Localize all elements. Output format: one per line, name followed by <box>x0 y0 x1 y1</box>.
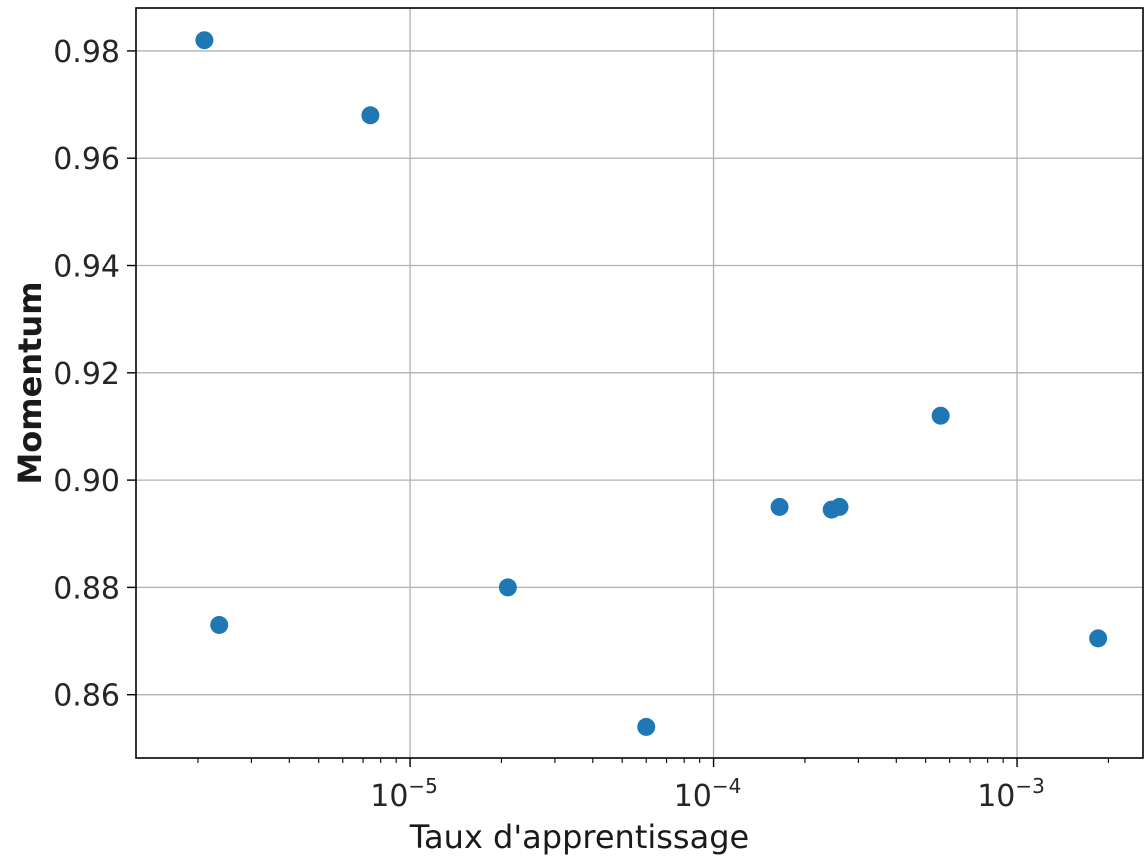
x-axis-label: Taux d'apprentissage <box>409 818 749 856</box>
x-tick-label: 10−3 <box>977 774 1045 814</box>
y-tick-label: 0.86 <box>53 679 120 714</box>
y-axis-label: Momentum <box>11 281 49 484</box>
x-tick-label: 10−4 <box>674 774 742 814</box>
data-point <box>637 717 656 736</box>
data-point <box>1089 629 1108 648</box>
y-tick-label: 0.92 <box>53 357 120 392</box>
y-tick-label: 0.94 <box>53 250 120 285</box>
data-point <box>830 497 849 516</box>
y-tick-label: 0.90 <box>53 464 120 499</box>
grid <box>136 8 1143 758</box>
axis-ticks: 10−5 10−4 10−3 0.86 0.88 0.90 0.92 0.94 0.96 0.98 <box>53 35 1109 814</box>
data-point <box>498 578 517 597</box>
y-tick-label: 0.88 <box>53 571 120 606</box>
data-point <box>195 31 214 50</box>
y-tick-label: 0.98 <box>53 35 120 70</box>
plot-frame <box>135 7 1144 759</box>
data-points <box>195 31 1108 736</box>
data-point <box>361 106 380 125</box>
y-tick-label: 0.96 <box>53 142 120 177</box>
data-point <box>931 406 950 425</box>
data-point <box>770 497 789 516</box>
x-tick-label: 10−5 <box>370 774 438 814</box>
data-point <box>210 615 229 634</box>
